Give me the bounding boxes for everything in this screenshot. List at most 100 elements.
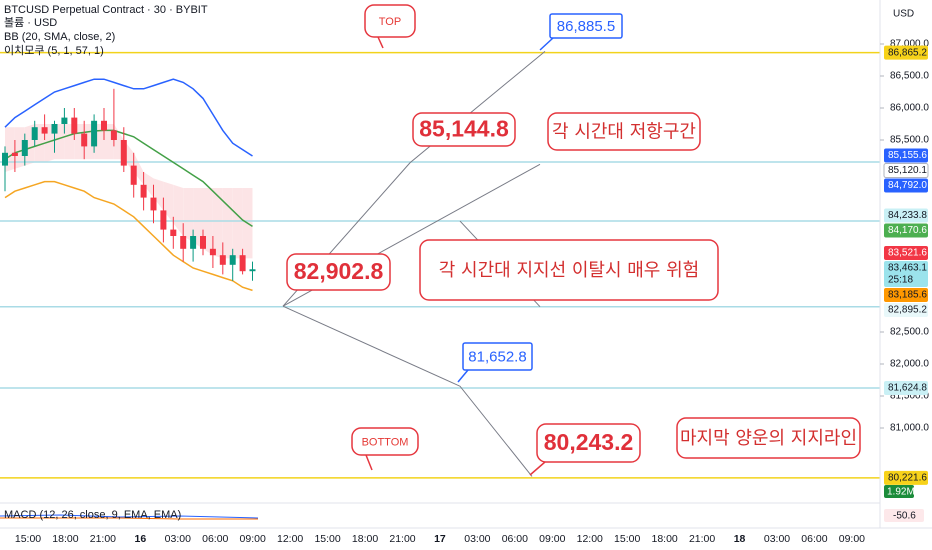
price-label-bg [884, 208, 928, 223]
x-tick-label: 21:00 [689, 533, 715, 545]
annotation-box [351, 427, 419, 456]
annotation-tail [377, 36, 384, 49]
price-label-bg [884, 45, 928, 60]
candle-body [31, 127, 38, 140]
volume-indicator: 볼륨 · USD [4, 16, 57, 29]
y-tick-label: 81,000.0 [890, 423, 929, 434]
annotation-box [536, 423, 641, 463]
annotation-box [549, 13, 623, 39]
price-label-bg [884, 148, 928, 163]
annotation-text: 86,885.5 [557, 18, 615, 35]
annotation-text: BOTTOM [362, 436, 409, 448]
x-tick-label: 03:00 [464, 533, 490, 545]
price-label: 84,170.6 [888, 225, 927, 236]
x-tick-label: 06:00 [801, 533, 827, 545]
annotation-box [676, 417, 861, 459]
cloud-segment [232, 188, 243, 259]
price-label: 82,895.2 [888, 305, 927, 316]
price-label: 83,463.1 [888, 263, 927, 274]
x-tick-label: 17 [434, 533, 446, 545]
price-label: 86,865.2 [888, 47, 927, 58]
volume-label-bg [884, 485, 914, 498]
x-tick-label: 21:00 [389, 533, 415, 545]
price-label: 84,233.8 [888, 210, 927, 221]
price-label-bg [883, 163, 929, 179]
price-label-bg [884, 470, 928, 485]
candle-body [190, 236, 197, 249]
x-tick-label: 06:00 [202, 533, 228, 545]
currency: USD [893, 9, 914, 20]
annotation-text: 85,144.8 [419, 116, 509, 142]
price-label: 83,521.6 [888, 248, 927, 259]
ichimoku-indicator: 이치모쿠 (5, 1, 57, 1) [4, 44, 104, 57]
annotation-text: 각 시간대 저항구간 [552, 122, 696, 143]
annotation-box [419, 239, 719, 301]
bb-indicator: BB (20, SMA, close, 2) [4, 31, 115, 43]
bb-lower [4, 180, 253, 292]
price-label: 85,120.1 [888, 165, 927, 176]
cloud-segment [153, 178, 164, 211]
candle-body [209, 248, 216, 256]
price-label-bg [884, 245, 928, 260]
price-label: 83,185.6 [888, 290, 927, 301]
annotation-tail [365, 454, 373, 471]
price-label-bg [884, 302, 928, 317]
annotation-text: 82,902.8 [294, 258, 384, 284]
candle-body [150, 197, 157, 211]
price-label: 80,221.6 [888, 472, 927, 483]
macd-label-bg [884, 509, 924, 522]
cloud-segment [143, 172, 154, 198]
countdown: 25:18 [888, 275, 913, 286]
price-label-bg [884, 178, 928, 193]
y-tick-label: 86,000.0 [890, 103, 929, 114]
candle-body [21, 140, 28, 156]
candle-body [239, 255, 246, 272]
candle-body [51, 124, 58, 134]
x-tick-label: 12:00 [577, 533, 603, 545]
x-tick-label: 15:00 [614, 533, 640, 545]
annotation-tail [529, 461, 546, 476]
y-tick-label: 82,000.0 [890, 359, 929, 370]
candle-body [81, 133, 88, 147]
cloud-segment [222, 188, 233, 259]
x-tick-label: 18 [734, 533, 746, 545]
price-label-bg [884, 223, 928, 238]
bb-upper [4, 78, 253, 157]
macd-indicator: MACD (12, 26, close, 9, EMA, EMA) [4, 509, 181, 521]
symbol-title: BTCUSD Perpetual Contract · 30 · BYBIT [4, 4, 208, 16]
candle-body [71, 117, 78, 134]
candle-body [219, 255, 226, 265]
candle-body [41, 127, 48, 134]
x-tick-label: 18:00 [52, 533, 78, 545]
annotation-box [412, 112, 516, 147]
annotation-text: 80,243.2 [544, 429, 634, 455]
candle-body [140, 184, 147, 198]
x-tick-label: 12:00 [277, 533, 303, 545]
annotation-text: 마지막 양운의 지지라인 [680, 428, 857, 449]
macd-label: -50.6 [893, 511, 916, 522]
annotation-tail [457, 369, 469, 383]
x-tick-label: 06:00 [502, 533, 528, 545]
candle-body [200, 236, 206, 249]
annotation-box [462, 342, 533, 371]
x-tick-label: 18:00 [352, 533, 378, 545]
cloud-segment [173, 184, 184, 236]
annotation-box [547, 112, 701, 151]
annotation-tail [539, 37, 554, 51]
x-tick-label: 18:00 [652, 533, 678, 545]
x-tick-label: 15:00 [15, 533, 41, 545]
macd-signal [0, 517, 258, 520]
annotation-text: 81,652.8 [468, 348, 526, 365]
candle-body [249, 269, 256, 272]
plot-area [0, 50, 880, 479]
price-label: 85,155.6 [888, 150, 927, 161]
price-label: 84,792.0 [888, 180, 927, 191]
bb-middle [4, 129, 253, 228]
macd-line [0, 514, 259, 519]
annotation-text: TOP [379, 16, 401, 28]
y-tick-label: 86,500.0 [890, 71, 929, 82]
annotation-box [286, 253, 391, 291]
y-tick-label: 87,000.0 [890, 39, 929, 50]
candle-body [11, 152, 18, 156]
x-tick-label: 16 [135, 533, 147, 545]
